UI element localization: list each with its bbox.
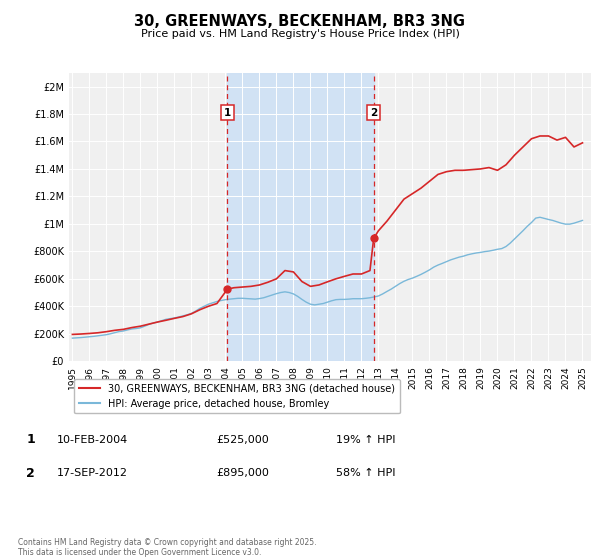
Text: 58% ↑ HPI: 58% ↑ HPI	[336, 468, 395, 478]
Text: 10-FEB-2004: 10-FEB-2004	[57, 435, 128, 445]
Text: 2: 2	[26, 466, 35, 480]
Text: Contains HM Land Registry data © Crown copyright and database right 2025.
This d: Contains HM Land Registry data © Crown c…	[18, 538, 317, 557]
Text: 30, GREENWAYS, BECKENHAM, BR3 3NG: 30, GREENWAYS, BECKENHAM, BR3 3NG	[134, 14, 466, 29]
Text: 19% ↑ HPI: 19% ↑ HPI	[336, 435, 395, 445]
Text: 1: 1	[224, 108, 231, 118]
Text: Price paid vs. HM Land Registry's House Price Index (HPI): Price paid vs. HM Land Registry's House …	[140, 29, 460, 39]
Text: £895,000: £895,000	[216, 468, 269, 478]
Text: 2: 2	[370, 108, 377, 118]
Text: £525,000: £525,000	[216, 435, 269, 445]
Legend: 30, GREENWAYS, BECKENHAM, BR3 3NG (detached house), HPI: Average price, detached: 30, GREENWAYS, BECKENHAM, BR3 3NG (detac…	[74, 379, 400, 413]
Bar	[227, 73, 374, 361]
Text: 17-SEP-2012: 17-SEP-2012	[57, 468, 128, 478]
Text: 1: 1	[26, 433, 35, 446]
